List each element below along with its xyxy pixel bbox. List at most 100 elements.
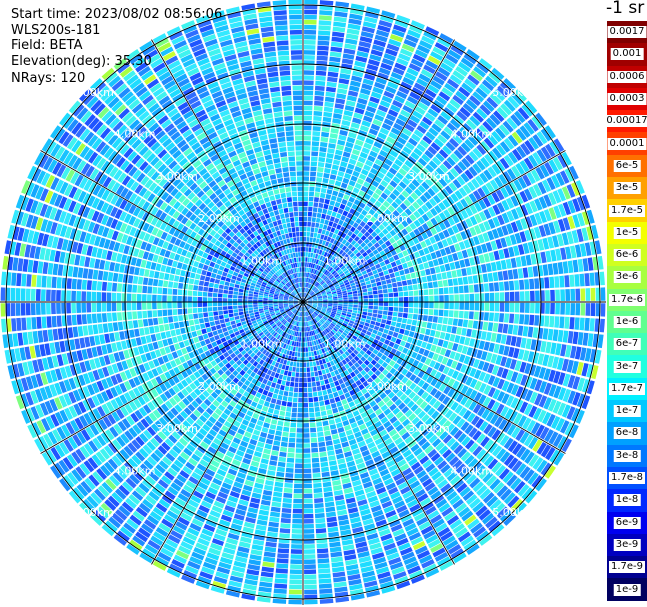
range-gate-cell	[182, 433, 192, 443]
range-gate-cell	[179, 469, 190, 479]
range-gate-cell	[451, 390, 460, 401]
range-gate-cell	[413, 376, 421, 385]
range-gate-cell	[289, 312, 293, 317]
range-gate-cell	[250, 371, 256, 378]
range-gate-cell	[289, 584, 302, 590]
range-gate-cell	[483, 373, 491, 384]
range-gate-cell	[161, 427, 171, 437]
range-gate-cell	[354, 414, 362, 422]
range-gate-cell	[287, 447, 295, 453]
range-gate-cell	[136, 466, 147, 478]
range-gate-cell	[248, 296, 253, 300]
range-gate-cell	[374, 408, 383, 416]
range-gate-cell	[114, 488, 127, 500]
range-gate-cell	[533, 365, 542, 378]
range-gate-cell	[427, 510, 440, 520]
range-gate-cell	[364, 366, 371, 373]
range-gate-cell	[544, 465, 556, 479]
range-gate-cell	[206, 254, 213, 261]
range-gate-cell	[288, 350, 293, 356]
range-gate-cell	[497, 323, 504, 333]
range-gate-cell	[146, 441, 157, 451]
range-gate-cell	[314, 406, 320, 412]
range-gate-cell	[306, 305, 310, 310]
range-gate-cell	[100, 502, 113, 515]
range-gate-cell	[386, 424, 395, 433]
range-gate-cell	[444, 349, 452, 358]
range-gate-cell	[320, 325, 325, 331]
range-gate-cell	[256, 420, 264, 427]
range-gate-cell	[280, 337, 285, 342]
range-gate-cell	[149, 326, 155, 334]
range-gate-cell	[465, 376, 473, 386]
range-gate-cell	[485, 475, 497, 487]
range-gate-cell	[307, 387, 313, 393]
range-gate-cell	[469, 497, 481, 509]
range-gate-cell	[283, 359, 288, 365]
range-gate-cell	[135, 258, 142, 267]
range-gate-cell	[260, 394, 267, 401]
range-gate-cell	[416, 362, 424, 370]
range-gate-cell	[218, 333, 225, 339]
range-gate-cell	[167, 534, 181, 544]
range-gate-cell	[317, 563, 330, 569]
range-gate-cell	[379, 446, 388, 455]
range-gate-cell	[382, 396, 391, 404]
range-gate-cell	[232, 518, 244, 526]
range-gate-cell	[217, 293, 223, 298]
range-gate-cell	[366, 315, 372, 320]
range-gate-cell	[324, 378, 330, 385]
range-gate-cell	[127, 458, 139, 469]
range-gate-cell	[286, 462, 294, 468]
range-gate-cell	[312, 313, 317, 318]
range-gate-cell	[296, 428, 303, 433]
range-gate-cell	[57, 328, 64, 340]
range-gate-cell	[424, 357, 432, 366]
range-gate-cell	[220, 442, 230, 450]
range-gate-cell	[456, 372, 464, 382]
range-gate-cell	[314, 513, 325, 519]
range-gate-cell	[332, 479, 341, 486]
range-gate-cell	[255, 446, 264, 453]
range-gate-cell	[201, 528, 214, 537]
range-gate-cell	[453, 429, 463, 440]
range-gate-cell	[168, 448, 179, 459]
range-gate-cell	[586, 364, 594, 378]
range-gate-cell	[333, 489, 344, 496]
range-gate-cell	[295, 372, 300, 378]
range-gate-cell	[577, 377, 586, 392]
range-gate-cell	[383, 302, 389, 307]
range-gate-cell	[389, 325, 395, 332]
range-gate-cell	[532, 407, 542, 421]
range-gate-cell	[26, 274, 32, 287]
range-gate-cell	[307, 346, 311, 352]
range-gate-cell	[101, 313, 108, 323]
range-gate-cell	[126, 518, 139, 530]
range-gate-cell	[351, 312, 357, 317]
range-gate-cell	[258, 415, 266, 422]
range-gate-cell	[212, 477, 223, 486]
range-gate-cell	[482, 492, 495, 504]
range-gate-cell	[383, 505, 395, 514]
range-gate-cell	[273, 338, 279, 344]
range-gate-cell	[337, 509, 348, 516]
range-gate-cell	[226, 325, 233, 331]
range-gate-cell	[452, 380, 460, 390]
range-gate-cell	[272, 366, 278, 373]
range-gate-cell	[245, 448, 255, 455]
range-gate-cell	[16, 317, 22, 331]
range-gate-cell	[475, 464, 486, 476]
range-gate-cell	[268, 358, 273, 365]
range-gate-cell	[402, 312, 408, 319]
range-gate-cell	[325, 321, 330, 326]
range-gate-cell	[253, 299, 258, 302]
range-gate-cell	[377, 464, 387, 472]
range-gate-cell	[213, 380, 221, 387]
range-gate-cell	[290, 330, 294, 336]
range-gate-cell	[338, 361, 344, 367]
range-gate-cell	[170, 529, 183, 540]
range-gate-cell	[224, 396, 232, 404]
range-gate-cell	[253, 348, 259, 354]
range-gate-cell	[313, 350, 318, 356]
range-gate-cell	[142, 302, 147, 310]
